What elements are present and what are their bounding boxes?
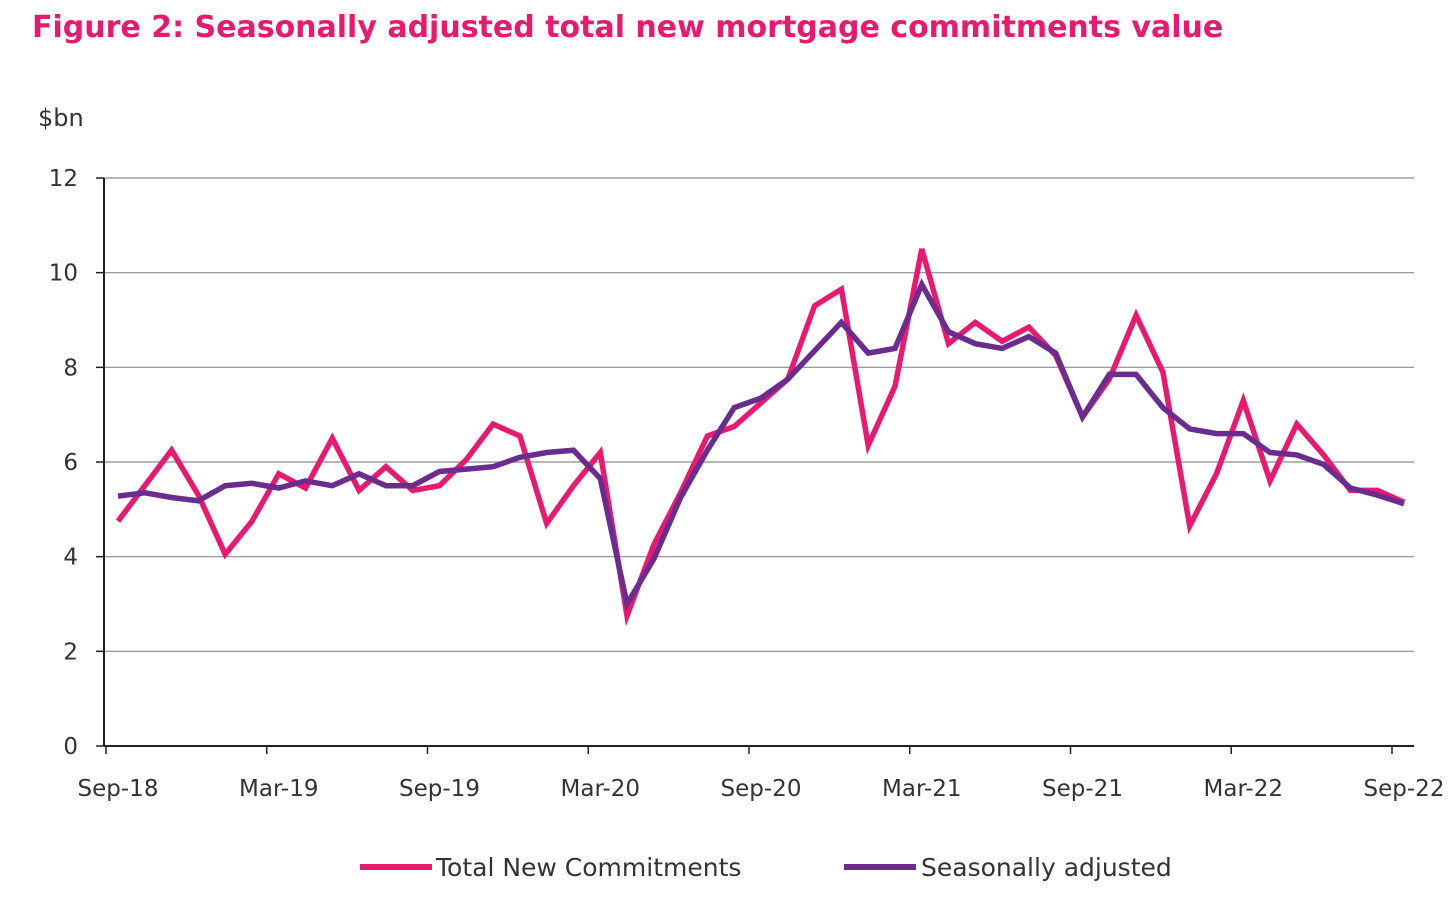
x-tick-label-Mar-19: Mar-19	[239, 776, 319, 802]
legend: Total New Commitments Seasonally adjusted	[360, 853, 1172, 882]
series-line-total-new-commitments	[115, 248, 1406, 627]
x-tick-label-Sep-21: Sep-21	[1042, 776, 1123, 802]
legend-label-total-new-commitments: Total New Commitments	[435, 853, 741, 882]
y-tick-label-4: 4	[63, 545, 78, 571]
y-tick-label-0: 0	[63, 734, 78, 760]
y-tick-label-2: 2	[63, 639, 78, 665]
x-tick-label-Mar-22: Mar-22	[1204, 776, 1284, 802]
x-tick-label-Sep-18: Sep-18	[78, 776, 159, 802]
y-tick-label-6: 6	[63, 450, 78, 476]
x-tick-label-Mar-21: Mar-21	[882, 776, 962, 802]
chart-title: Figure 2: Seasonally adjusted total new …	[32, 10, 1223, 45]
x-tick-label-Mar-20: Mar-20	[561, 776, 641, 802]
x-tick-label-Sep-19: Sep-19	[399, 776, 480, 802]
gridlines	[104, 177, 1414, 652]
series-lines	[115, 248, 1406, 627]
axes: 0 2 4 6 8 10 12 Sep-18 Mar-19 Sep-19 Mar-20 Sep-20 M…	[49, 166, 1445, 802]
x-tick-label-Sep-22: Sep-22	[1364, 776, 1445, 802]
y-tick-label-10: 10	[49, 261, 78, 287]
legend-label-seasonally-adjusted: Seasonally adjusted	[921, 853, 1172, 882]
series-line-seasonally-adjusted	[117, 278, 1405, 612]
y-tick-label-12: 12	[49, 166, 78, 192]
y-tick-label-8: 8	[63, 355, 78, 381]
x-tick-label-Sep-20: Sep-20	[721, 776, 802, 802]
y-axis-unit-label: $bn	[38, 104, 84, 132]
